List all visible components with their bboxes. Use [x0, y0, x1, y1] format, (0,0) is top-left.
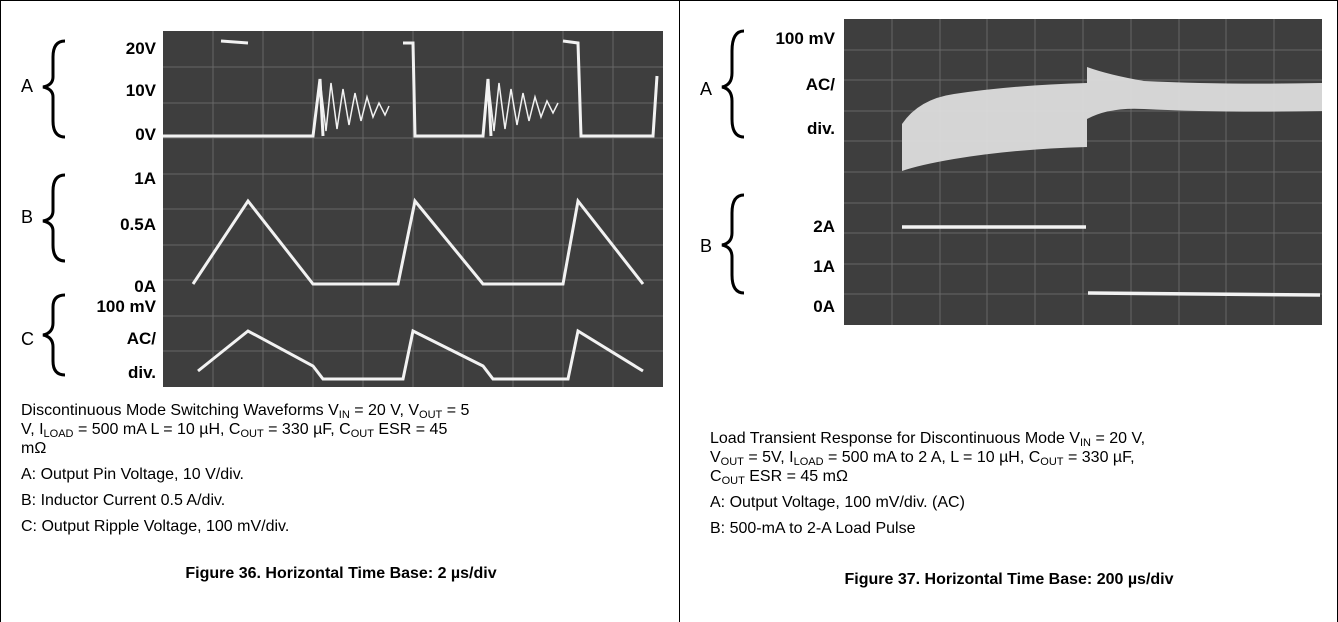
- channel-b-label-top: 2A: [813, 217, 835, 236]
- channel-b-label-mid: 0.5A: [120, 215, 156, 234]
- channel-b-brace: [42, 173, 66, 263]
- fig36-traces: [163, 31, 663, 387]
- channel-c-label-top: 100 mV: [96, 297, 156, 316]
- fig36-description: Discontinuous Mode Switching Waveforms V…: [21, 402, 470, 457]
- figure-36-panel: A 20V 10V 0V B 1A 0.5A 0A C 100 mV AC/ d…: [0, 0, 680, 622]
- fig37-item-a: A: Output Voltage, 100 mV/div. (AC): [710, 494, 965, 511]
- channel-b-label-bottom: 0A: [134, 277, 156, 296]
- channel-c-letter: C: [21, 329, 34, 349]
- channel-a-letter: A: [21, 76, 34, 96]
- channel-b-letter: B: [700, 236, 713, 256]
- channel-a-letter: A: [700, 79, 713, 99]
- fig36-item-a: A: Output Pin Voltage, 10 V/div.: [21, 466, 244, 483]
- channel-a-label-bottom: div.: [806, 119, 835, 138]
- channel-a-label-bottom: 0V: [135, 125, 156, 144]
- channel-a-label-mid: 10V: [125, 81, 156, 100]
- channel-c-brace: [42, 293, 66, 377]
- fig37-item-b: B: 500-mA to 2-A Load Pulse: [710, 520, 916, 537]
- fig37-description: Load Transient Response for Discontinuou…: [710, 430, 1146, 487]
- fig36-item-b: B: Inductor Current 0.5 A/div.: [21, 492, 226, 509]
- oscilloscope-screen-fig36: [163, 31, 663, 387]
- channel-a-brace: [42, 39, 66, 139]
- channel-a-label-mid: AC/: [805, 75, 835, 94]
- fig37-traces: [844, 19, 1322, 325]
- channel-b-label-bottom: 0A: [813, 297, 835, 316]
- channel-a-label-top: 100 mV: [775, 29, 835, 48]
- channel-b-label-top: 1A: [134, 169, 156, 188]
- fig36-caption: Discontinuous Mode Switching Waveforms V…: [21, 401, 671, 543]
- fig37-title: Figure 37. Horizontal Time Base: 200 µs/…: [844, 571, 1174, 588]
- channel-c-label-mid: AC/: [126, 329, 156, 348]
- channel-c-label-bottom: div.: [127, 363, 156, 382]
- figure-37-panel: A 100 mV AC/ div. B 2A 1A 0A: [680, 0, 1338, 622]
- fig36-title: Figure 36. Horizontal Time Base: 2 µs/di…: [185, 565, 497, 582]
- oscilloscope-screen-fig37: [844, 19, 1322, 325]
- channel-b-letter: B: [21, 207, 34, 227]
- channel-b-brace: [721, 193, 745, 295]
- channel-b-label-mid: 1A: [813, 257, 835, 276]
- channel-a-brace: [721, 29, 745, 139]
- fig37-caption: Load Transient Response for Discontinuou…: [710, 429, 1330, 545]
- fig36-item-c: C: Output Ripple Voltage, 100 mV/div.: [21, 518, 290, 535]
- channel-a-label-top: 20V: [125, 39, 156, 58]
